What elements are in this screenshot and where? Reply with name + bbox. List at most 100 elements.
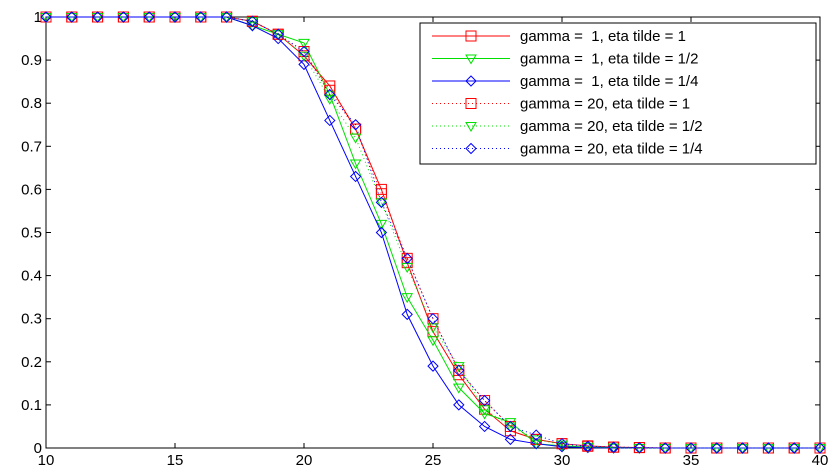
diamond-marker	[762, 442, 775, 454]
triangle-marker	[478, 409, 491, 420]
diamond-marker	[685, 442, 697, 454]
triangle-marker	[375, 198, 388, 209]
diamond-marker	[169, 11, 181, 23]
legend-label: gamma = 1, eta tilde = 1/2	[520, 51, 698, 68]
triangle-marker	[607, 443, 620, 454]
y-tick-label: 0.7	[21, 138, 42, 155]
legend-label: gamma = 20, eta tilde = 1/2	[520, 118, 703, 135]
triangle-marker	[375, 219, 388, 230]
diamond-marker	[633, 441, 646, 454]
diamond-marker	[504, 420, 517, 433]
legend-label: gamma = 20, eta tilde = 1	[520, 96, 690, 113]
triangle-marker	[452, 362, 465, 373]
triangle-marker	[169, 13, 181, 23]
triangle-marker	[788, 444, 801, 454]
triangle-marker	[401, 293, 414, 304]
triangle-marker	[246, 17, 259, 28]
legend-entry: gamma = 20, eta tilde = 1	[432, 96, 690, 113]
triangle-marker	[65, 13, 78, 23]
diamond-marker	[427, 312, 439, 325]
legend-entry: gamma = 20, eta tilde = 1/4	[432, 141, 703, 158]
diamond-marker	[298, 58, 310, 71]
diamond-marker	[504, 433, 517, 446]
triangle-marker	[465, 54, 477, 65]
triangle-marker	[194, 13, 207, 23]
triangle-marker	[91, 13, 104, 23]
diamond-marker	[401, 252, 413, 265]
triangle-marker	[349, 133, 362, 144]
y-tick-label: 0.2	[21, 354, 42, 371]
x-tick-label: 35	[683, 452, 700, 469]
diamond-marker	[143, 11, 155, 23]
legend-label: gamma = 1, eta tilde = 1	[520, 28, 686, 45]
triangle-marker	[814, 444, 826, 454]
diamond-marker	[272, 28, 284, 40]
diamond-marker	[465, 142, 477, 155]
legend-entry: gamma = 20, eta tilde = 1/2	[432, 118, 703, 135]
triangle-marker	[427, 336, 439, 347]
diamond-marker	[788, 442, 800, 454]
diamond-marker	[375, 196, 388, 209]
y-tick-label: 0.5	[21, 225, 42, 242]
x-tick-label: 40	[812, 452, 829, 469]
diamond-marker	[246, 19, 259, 32]
triangle-marker	[581, 442, 594, 453]
triangle-marker	[40, 13, 52, 23]
triangle-marker	[556, 440, 568, 451]
diamond-marker	[272, 32, 284, 45]
y-tick-label: 0.4	[21, 268, 42, 285]
diamond-marker	[453, 399, 465, 411]
series-line	[46, 16, 820, 449]
triangle-marker	[685, 444, 697, 454]
diamond-marker	[465, 75, 477, 87]
legend-entry: gamma = 1, eta tilde = 1/4	[432, 73, 698, 90]
legend-entry: gamma = 1, eta tilde = 1/2	[432, 51, 698, 68]
diamond-marker	[246, 15, 259, 28]
diamond-marker	[117, 11, 130, 23]
y-tick-label: 0.6	[21, 181, 42, 198]
triangle-marker	[736, 444, 749, 454]
diamond-marker	[349, 170, 362, 183]
triangle-marker	[504, 422, 517, 433]
triangle-marker	[659, 444, 672, 454]
triangle-marker	[762, 444, 775, 454]
diamond-marker	[40, 11, 52, 23]
legend-label: gamma = 20, eta tilde = 1/4	[520, 141, 703, 158]
diamond-marker	[91, 11, 104, 23]
diamond-marker	[556, 437, 568, 450]
diamond-marker	[711, 442, 723, 454]
diamond-marker	[582, 440, 594, 452]
diamond-marker	[530, 437, 542, 450]
y-tick-label: 1	[34, 9, 42, 26]
x-tick-label: 10	[38, 452, 55, 469]
diamond-marker	[195, 11, 207, 23]
y-tick-label: 0.3	[21, 311, 42, 328]
diamond-marker	[324, 88, 336, 101]
x-tick-label: 30	[554, 452, 571, 469]
triangle-marker	[143, 13, 156, 23]
diamond-marker	[659, 442, 671, 454]
diamond-marker	[478, 420, 491, 433]
triangle-marker	[220, 13, 233, 23]
triangle-marker	[298, 38, 310, 49]
diamond-marker	[375, 226, 388, 239]
triangle-marker	[633, 444, 646, 454]
legend: gamma = 1, eta tilde = 1 gamma = 1, eta t…	[419, 22, 817, 165]
square-marker	[465, 98, 477, 109]
y-tick-label: 0.9	[21, 52, 42, 69]
diamond-marker	[298, 45, 310, 58]
series-6	[40, 11, 826, 454]
square-marker	[465, 30, 477, 42]
series-group	[40, 11, 826, 454]
x-tick-label: 15	[167, 452, 184, 469]
x-tick-label: 25	[425, 452, 442, 469]
triangle-marker	[323, 94, 336, 105]
diamond-marker	[607, 441, 620, 453]
diamond-marker	[401, 308, 413, 321]
diamond-marker	[736, 442, 749, 454]
triangle-marker	[530, 435, 543, 446]
diamond-marker	[530, 429, 542, 441]
diamond-marker	[324, 114, 336, 127]
y-tick-label: 0	[34, 440, 42, 457]
legend-box	[419, 22, 817, 165]
